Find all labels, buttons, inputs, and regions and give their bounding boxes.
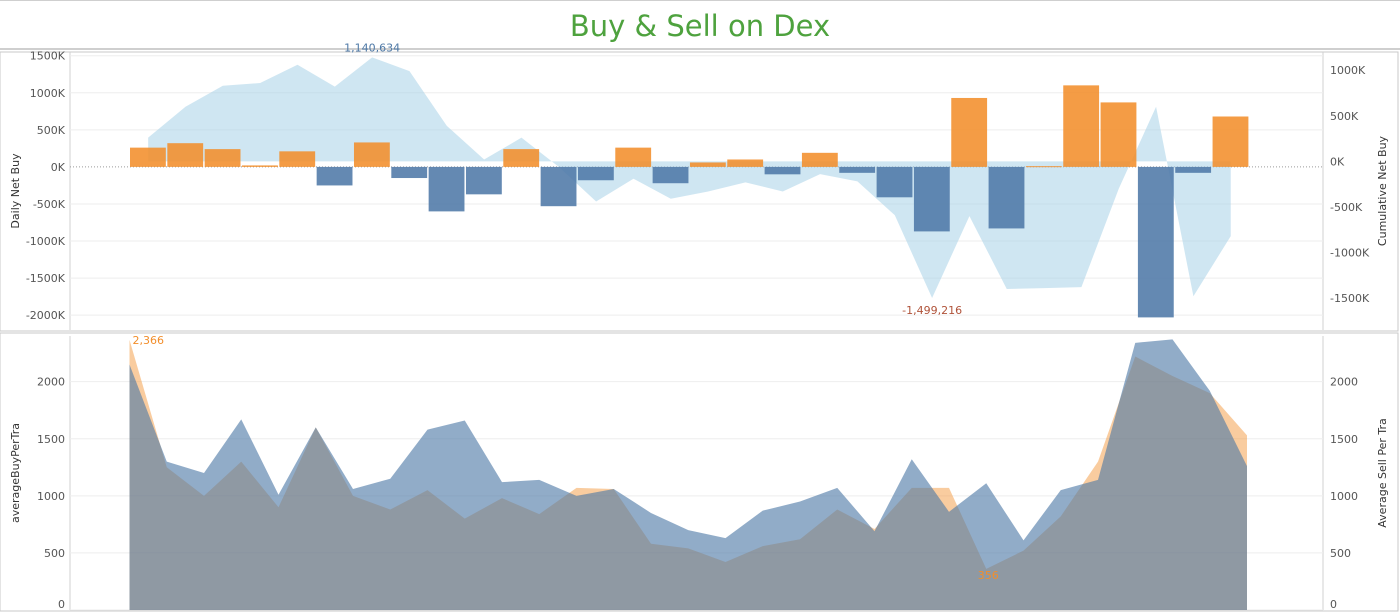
y-tick-label-right: 1000K xyxy=(1330,64,1366,77)
daily-net-buy-bar xyxy=(540,166,577,207)
daily-net-buy-bar xyxy=(1063,85,1100,167)
y-tick-label-right: 1500 xyxy=(1330,433,1358,446)
daily-net-buy-bar xyxy=(913,166,950,232)
y-tick-label-right: -500K xyxy=(1330,201,1363,214)
daily-net-buy-bar xyxy=(1100,102,1137,167)
daily-net-buy-bar xyxy=(391,166,428,179)
daily-net-buy-bar xyxy=(577,166,614,181)
average-sell-per-tra-area xyxy=(129,339,1247,610)
min-cumulative-label: -1,499,216 xyxy=(902,304,962,317)
max-buy-label: 2,366 xyxy=(133,334,165,347)
y-tick-label-left: 1000K xyxy=(30,87,66,100)
daily-net-buy-bar xyxy=(801,152,838,167)
daily-net-buy-bar xyxy=(1175,166,1212,173)
daily-net-buy-bar xyxy=(764,166,801,175)
y-tick-label-left: 500 xyxy=(44,547,65,560)
y-tick-label-left: -1500K xyxy=(26,272,66,285)
y-tick-label-left: 1500K xyxy=(30,50,66,63)
daily-net-buy-bar xyxy=(839,166,876,173)
y-axis-title-left: averageBuyPerTra xyxy=(9,423,22,523)
daily-net-buy-bar xyxy=(130,147,166,167)
dashboard-title: Buy & Sell on Dex xyxy=(569,9,831,43)
daily-net-buy-bar xyxy=(727,159,764,167)
y-axis-title-left: Daily Net Buy xyxy=(9,153,22,229)
max-cumulative-label: 1,140,634 xyxy=(344,41,400,54)
y-tick-label-right: -1000K xyxy=(1330,247,1370,260)
daily-net-buy-bar xyxy=(689,162,726,167)
daily-net-buy-bar xyxy=(652,166,689,184)
y-tick-label-left: 1000 xyxy=(37,490,65,503)
daily-net-buy-bar xyxy=(316,166,353,186)
min-buy-label: 356 xyxy=(978,569,999,582)
daily-net-buy-bars xyxy=(130,85,1249,318)
daily-net-buy-bar xyxy=(241,165,278,167)
bottom-panel-frame xyxy=(0,332,1399,612)
y-axis-title-right: Average Sell Per Tra xyxy=(1376,418,1389,527)
daily-net-buy-bar xyxy=(503,149,540,167)
daily-net-buy-bar xyxy=(279,151,316,167)
y-tick-label-left: 0 xyxy=(58,598,65,611)
y-tick-label-right: 0K xyxy=(1330,155,1345,168)
daily-net-buy-bar xyxy=(951,97,988,167)
y-tick-label-left: 0K xyxy=(51,161,66,174)
daily-net-buy-bar xyxy=(988,166,1025,229)
y-tick-label-right: 500K xyxy=(1330,110,1359,123)
daily-net-buy-bar xyxy=(204,149,241,167)
daily-net-buy-bar xyxy=(428,166,465,212)
y-tick-label-left: -500K xyxy=(33,198,66,211)
daily-net-buy-bar xyxy=(1137,166,1174,318)
y-tick-label-right: 1000 xyxy=(1330,490,1358,503)
y-tick-label-left: 500K xyxy=(37,124,66,137)
daily-net-buy-bar xyxy=(167,143,204,167)
daily-net-buy-bar xyxy=(353,142,390,167)
y-tick-label-right: 2000 xyxy=(1330,376,1358,389)
y-tick-label-right: 500 xyxy=(1330,547,1351,560)
y-tick-label-right: 0 xyxy=(1330,598,1337,611)
y-tick-label-left: -2000K xyxy=(26,309,66,322)
daily-net-buy-bar xyxy=(1025,166,1062,168)
daily-net-buy-bar xyxy=(1212,116,1249,167)
title-bar: Buy & Sell on Dex xyxy=(0,0,1400,50)
daily-net-buy-bar xyxy=(615,147,652,167)
y-tick-label-left: -1000K xyxy=(26,235,66,248)
cumulative-net-buy-area xyxy=(148,57,1231,299)
y-tick-label-left: 1500 xyxy=(37,433,65,446)
y-axis-title-right: Cumulative Net Buy xyxy=(1376,135,1389,246)
daily-net-buy-bar xyxy=(465,166,502,195)
daily-net-buy-bar xyxy=(876,166,913,198)
y-tick-label-left: 2000 xyxy=(37,376,65,389)
y-tick-label-right: -1500K xyxy=(1330,292,1370,305)
top-panel-frame xyxy=(0,51,1399,332)
